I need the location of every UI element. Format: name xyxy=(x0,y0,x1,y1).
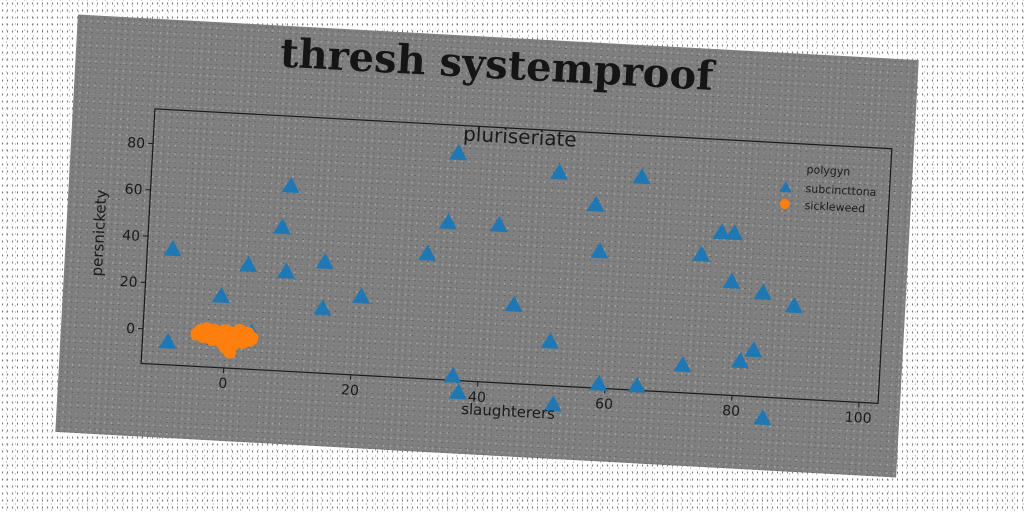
legend-marker-subcincttona xyxy=(779,181,792,193)
y-tick-label: 60 xyxy=(124,181,143,198)
data-point-subcincttona xyxy=(589,374,608,391)
legend: polygyn subcincttona sickleweed xyxy=(779,163,877,215)
y-axis-label: persnickety xyxy=(88,189,111,277)
data-point-subcincttona xyxy=(725,224,743,241)
plot-area-frame xyxy=(140,108,893,405)
data-point-subcincttona xyxy=(315,253,334,270)
legend-title: polygyn xyxy=(806,163,850,178)
data-point-subcincttona xyxy=(158,332,177,349)
data-point-subcincttona xyxy=(712,223,731,240)
data-point-subcincttona xyxy=(281,176,300,194)
data-point-subcincttona xyxy=(313,299,332,316)
data-point-subcincttona xyxy=(276,262,295,279)
x-tick-label: 60 xyxy=(595,396,614,413)
data-point-subcincttona xyxy=(438,213,457,230)
data-point-subcincttona xyxy=(627,376,646,393)
data-point-subcincttona xyxy=(744,341,763,358)
data-point-sickleweed xyxy=(245,331,259,345)
data-point-subcincttona xyxy=(590,242,609,259)
data-point-subcincttona xyxy=(443,366,462,383)
x-tick-label: 80 xyxy=(722,403,741,420)
data-point-subcincttona xyxy=(549,163,568,180)
x-axis-label: slaughterers xyxy=(461,400,556,423)
data-point-subcincttona xyxy=(753,283,772,300)
data-point-subcincttona xyxy=(730,352,749,369)
y-tick-label: 80 xyxy=(127,135,146,152)
data-point-subcincttona xyxy=(673,355,692,373)
legend-label-sickleweed: sickleweed xyxy=(804,199,865,215)
legend-label-subcincttona: subcincttona xyxy=(805,182,876,199)
x-tick-label: 20 xyxy=(341,382,360,399)
data-point-subcincttona xyxy=(543,395,562,412)
data-point-subcincttona xyxy=(418,244,437,261)
data-point-subcincttona xyxy=(540,332,559,349)
data-point-subcincttona xyxy=(632,168,651,185)
data-point-subcincttona xyxy=(692,245,710,262)
data-point-subcincttona xyxy=(272,218,291,235)
data-point-subcincttona xyxy=(504,295,523,312)
chart-poster: thresh systemproof pluriseriate 0 20 40 60 8… xyxy=(55,14,919,478)
data-point-subcincttona xyxy=(586,195,605,212)
x-tick-label: 0 xyxy=(218,376,228,392)
data-point-subcincttona xyxy=(211,286,230,304)
data-point-subcincttona xyxy=(448,383,467,400)
data-point-subcincttona xyxy=(722,272,741,289)
y-tick-label: 20 xyxy=(119,274,138,291)
data-marks xyxy=(158,144,803,426)
data-point-subcincttona xyxy=(753,409,772,426)
legend-marker-sickleweed xyxy=(779,199,790,210)
data-point-subcincttona xyxy=(239,255,258,273)
x-tick-label: 100 xyxy=(844,410,872,427)
data-point-subcincttona xyxy=(352,287,371,304)
x-tick-label: 40 xyxy=(468,389,487,406)
axis-ticks: 0 20 40 60 80 100 0 20 40 60 80 xyxy=(119,135,872,427)
data-point-subcincttona xyxy=(163,240,182,257)
data-point-subcincttona xyxy=(489,215,508,233)
y-tick-label: 40 xyxy=(122,228,141,245)
data-point-subcincttona xyxy=(784,296,803,314)
data-point-subcincttona xyxy=(449,144,467,161)
data-point-sickleweed xyxy=(223,345,237,359)
y-tick-label: 0 xyxy=(126,321,136,337)
